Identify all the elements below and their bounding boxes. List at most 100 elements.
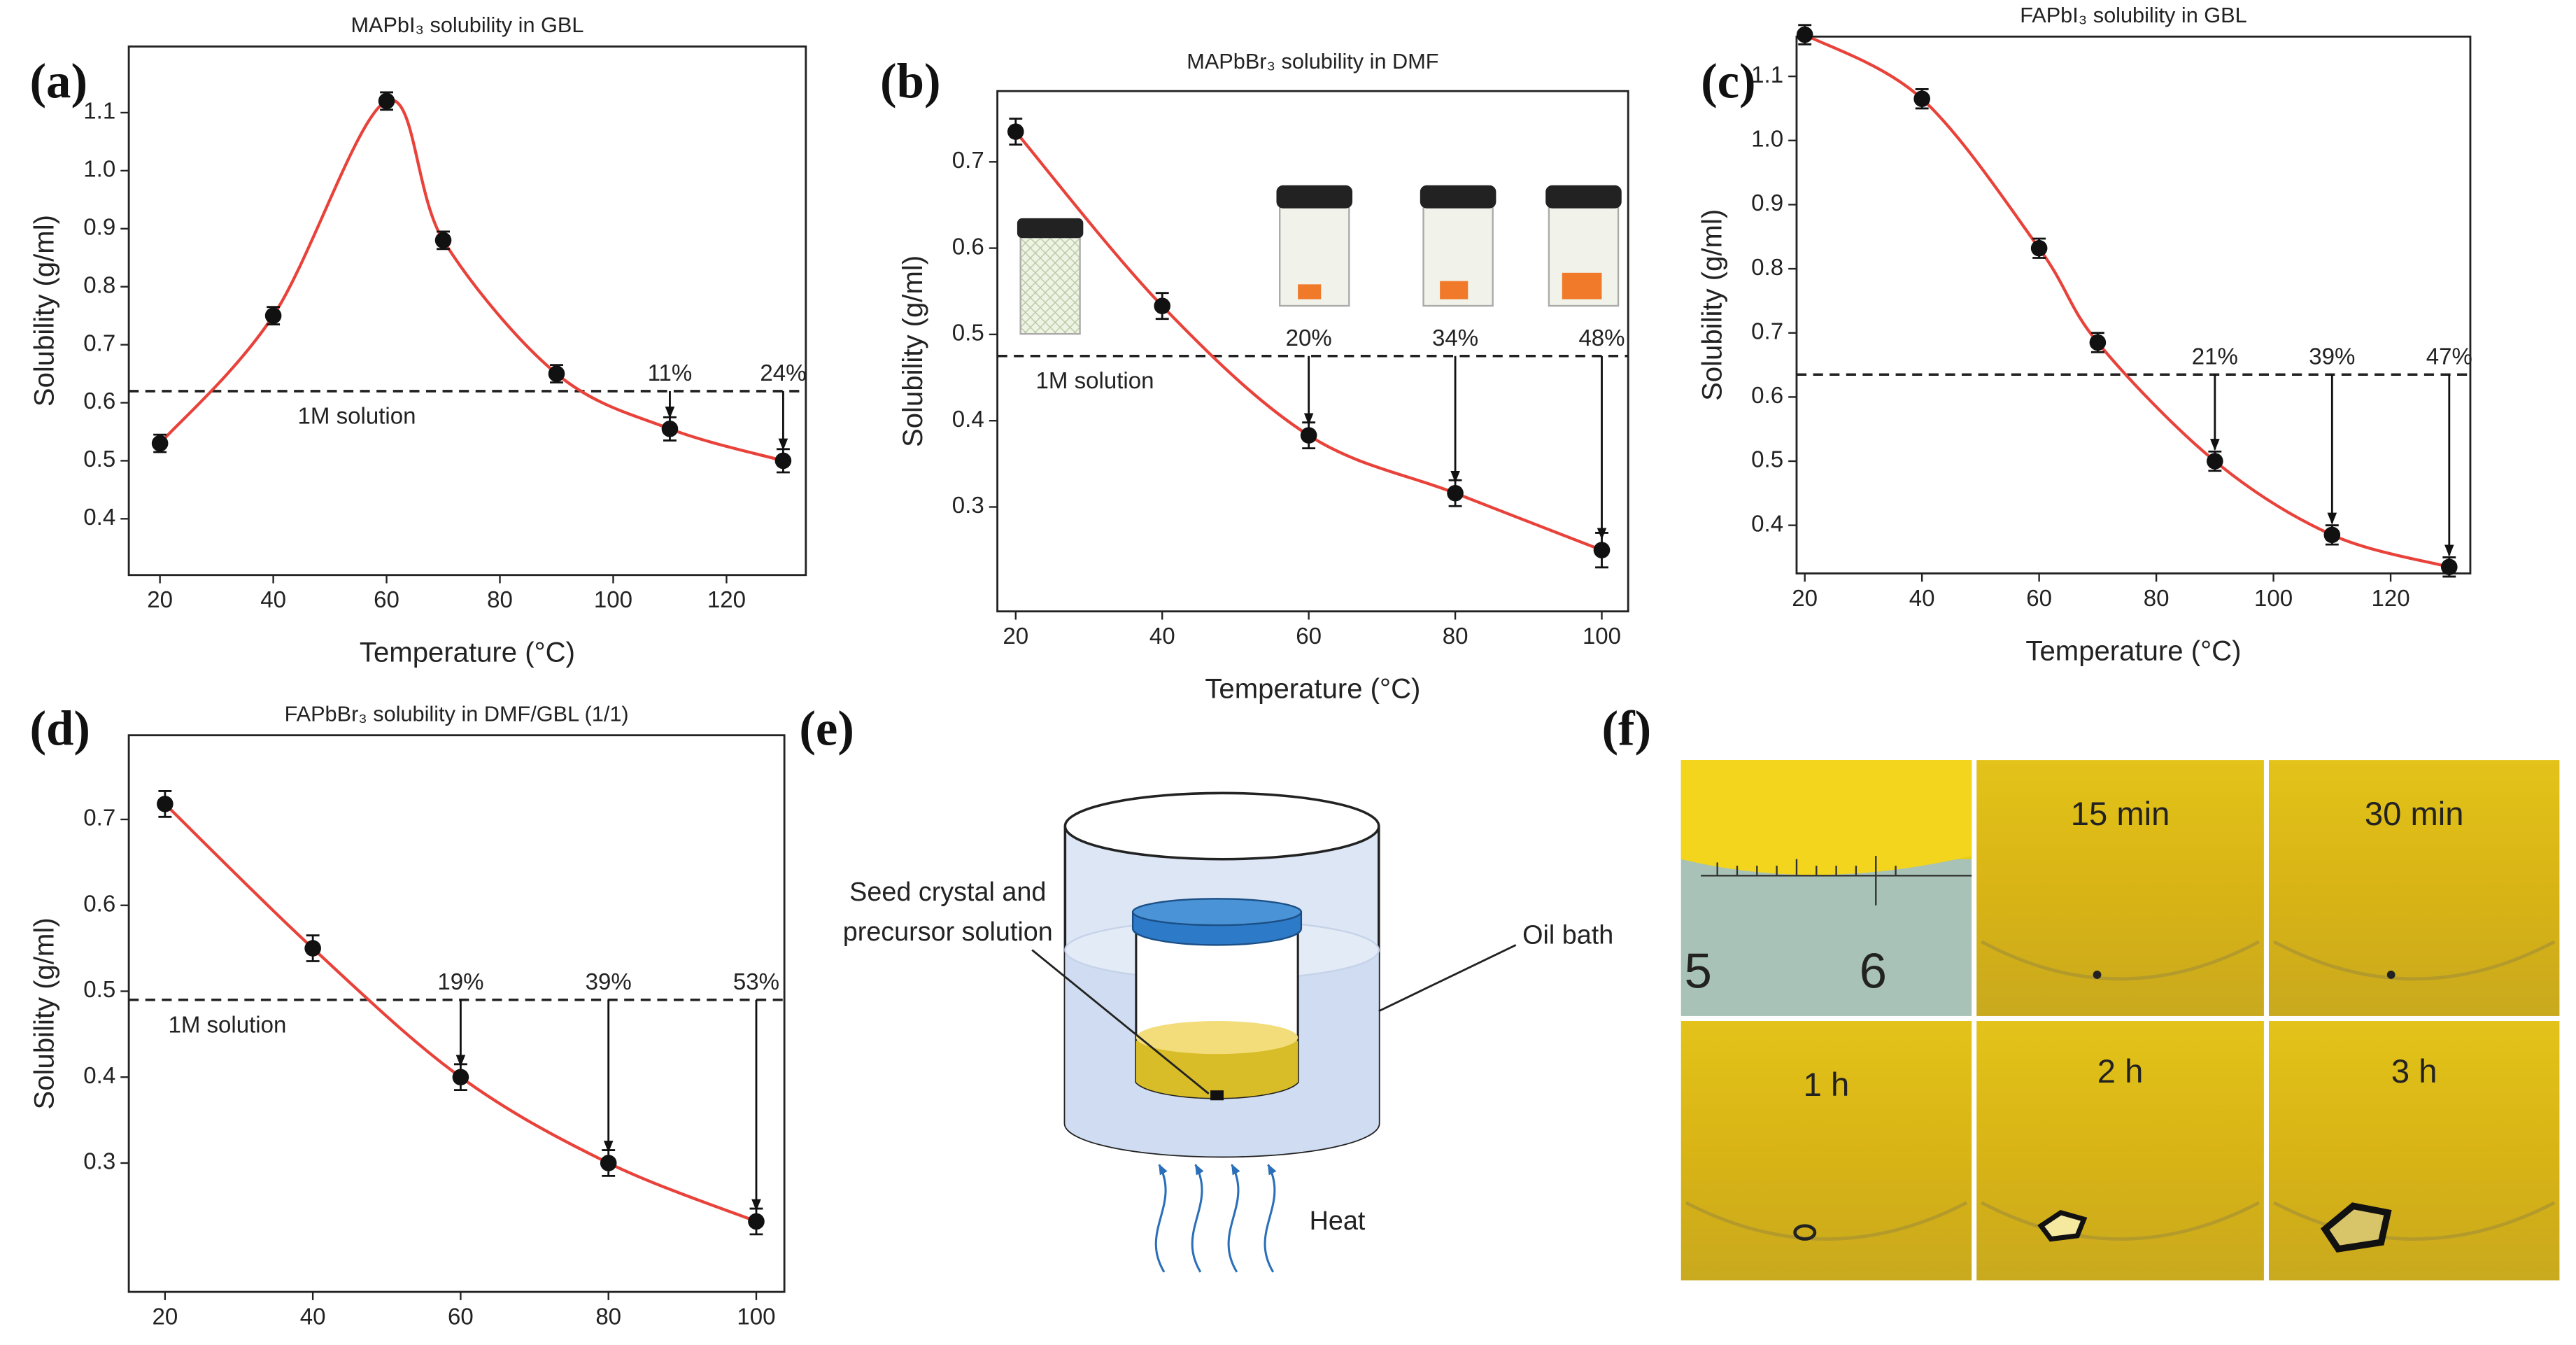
annotation-label: 48% [1578,325,1625,351]
data-point [2440,558,2458,576]
data-point [2089,334,2107,351]
y-tick-label: 0.5 [1751,447,1783,473]
annotation-label: 34% [1432,325,1478,351]
x-tick-label: 40 [1909,586,1935,612]
y-tick-label: 0.8 [1751,255,1783,281]
data-point [1447,484,1464,502]
y-tick-label: 0.3 [952,493,984,519]
plot-frame [996,90,1629,613]
y-axis-label: Solubility (g/ml) [29,917,60,1109]
y-axis-label: Solubility (g/ml) [29,215,60,407]
x-axis-label: Temperature (°C) [2025,635,2241,666]
y-tick-label: 0.6 [83,388,115,414]
x-tick-label: 120 [707,587,746,613]
x-tick-label: 100 [1583,624,1621,649]
annotation-label: 39% [2309,344,2355,369]
y-tick-label: 0.4 [83,505,115,530]
y-tick-label: 0.7 [952,148,984,174]
ruler-label: 5 [1684,944,1711,999]
y-tick-label: 0.7 [83,805,115,831]
x-tick-label: 20 [152,1304,178,1330]
annotation-label: 47% [2426,344,2472,369]
chart-title: MAPbI₃ solubility in GBL [351,13,583,37]
plot-frame [127,734,786,1293]
chart-title: MAPbBr₃ solubility in DMF [1187,49,1438,73]
bath-label: Oil bath [1522,921,1613,950]
time-label: 2 h [2097,1053,2144,1090]
time-label: 15 min [2071,796,2170,833]
data-point [2207,453,2223,470]
data-point [1593,542,1611,558]
y-tick-label: 0.3 [83,1149,115,1175]
x-tick-label: 60 [1296,624,1322,649]
reference-label: 1M solution [168,1012,286,1038]
setup-diagram [1031,791,1517,1273]
y-tick-label: 0.4 [83,1063,115,1089]
annotation-label: 21% [2192,344,2238,369]
x-tick-label: 120 [2371,586,2409,612]
y-tick-label: 0.7 [1751,318,1783,344]
data-point [264,307,282,324]
y-tick-label: 0.6 [83,891,115,917]
x-tick-label: 60 [2026,586,2052,612]
data-point [2030,239,2048,257]
vial-label: precursor solution [843,917,1053,947]
vial-insets [1017,185,1622,335]
y-tick-label: 0.6 [952,234,984,260]
y-tick-label: 0.5 [952,321,984,346]
x-tick-label: 100 [594,587,632,613]
fit-curve [1804,33,2450,569]
data-point [1913,90,1930,107]
data-point [434,232,452,249]
photo-grid [1680,760,2560,1281]
y-tick-label: 1.0 [83,157,115,183]
x-tick-label: 80 [487,587,513,613]
y-tick-label: 0.6 [1751,383,1783,409]
data-point [774,452,792,470]
y-tick-label: 0.9 [1751,190,1783,216]
data-point [151,435,169,452]
annotation-label: 19% [437,969,483,995]
y-tick-label: 1.0 [1751,127,1783,153]
fit-curve [159,98,784,463]
y-tick-label: 0.5 [83,446,115,472]
annotation-label: 39% [586,969,632,995]
data-point [1796,26,1813,43]
plot-frame [1795,35,2472,575]
annotation-label: 11% [648,360,693,386]
x-tick-label: 80 [2144,586,2170,612]
reference-label: 1M solution [298,403,416,429]
y-tick-label: 1.1 [1751,62,1783,88]
y-tick-label: 0.5 [83,977,115,1003]
x-tick-label: 40 [1149,624,1175,649]
chart-title: FAPbI₃ solubility in GBL [2020,3,2246,27]
panel-label: (f) [1601,702,1651,756]
y-tick-label: 0.8 [83,272,115,298]
data-point [548,365,565,382]
data-point [748,1213,765,1230]
x-axis-label: Temperature (°C) [1205,673,1420,705]
data-point [304,940,321,957]
x-tick-label: 80 [1443,624,1469,649]
y-tick-label: 1.1 [83,99,115,125]
time-label: 1 h [1804,1066,1850,1104]
panel-label: (e) [799,702,854,756]
y-tick-label: 0.4 [952,407,984,432]
panel-label: (c) [1701,54,1756,108]
annotation-label: 20% [1286,325,1332,351]
x-tick-label: 20 [1003,624,1028,649]
panel-label: (b) [880,54,941,108]
heat-label: Heat [1310,1206,1366,1236]
x-tick-label: 40 [300,1304,326,1330]
data-point [1154,297,1171,315]
x-tick-label: 60 [374,587,399,613]
y-tick-label: 0.9 [83,215,115,241]
x-tick-label: 80 [595,1304,621,1330]
x-tick-label: 20 [1792,586,1818,612]
data-point [661,421,679,437]
data-point [1300,427,1317,444]
data-point [452,1069,469,1086]
x-axis-label: Temperature (°C) [360,637,575,668]
y-axis-label: Solubility (g/ml) [897,255,928,447]
